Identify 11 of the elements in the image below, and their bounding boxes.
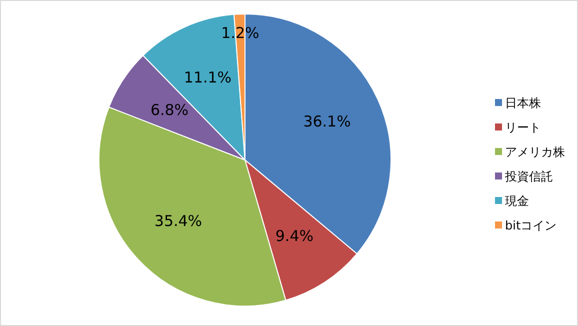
legend-label: 投資信託 xyxy=(504,170,553,184)
data-label: 9.4% xyxy=(275,226,314,245)
legend-label: リート xyxy=(505,120,541,134)
legend-label: bitコイン xyxy=(505,218,557,232)
data-label: 35.4% xyxy=(154,212,202,230)
legend-label: 現金 xyxy=(505,194,529,208)
legend-label: アメリカ株 xyxy=(505,145,565,159)
data-label: 36.1% xyxy=(303,112,351,131)
data-label: 11.1% xyxy=(184,68,232,86)
legend-label: 日本株 xyxy=(505,96,541,110)
data-label: 6.8% xyxy=(150,101,189,120)
